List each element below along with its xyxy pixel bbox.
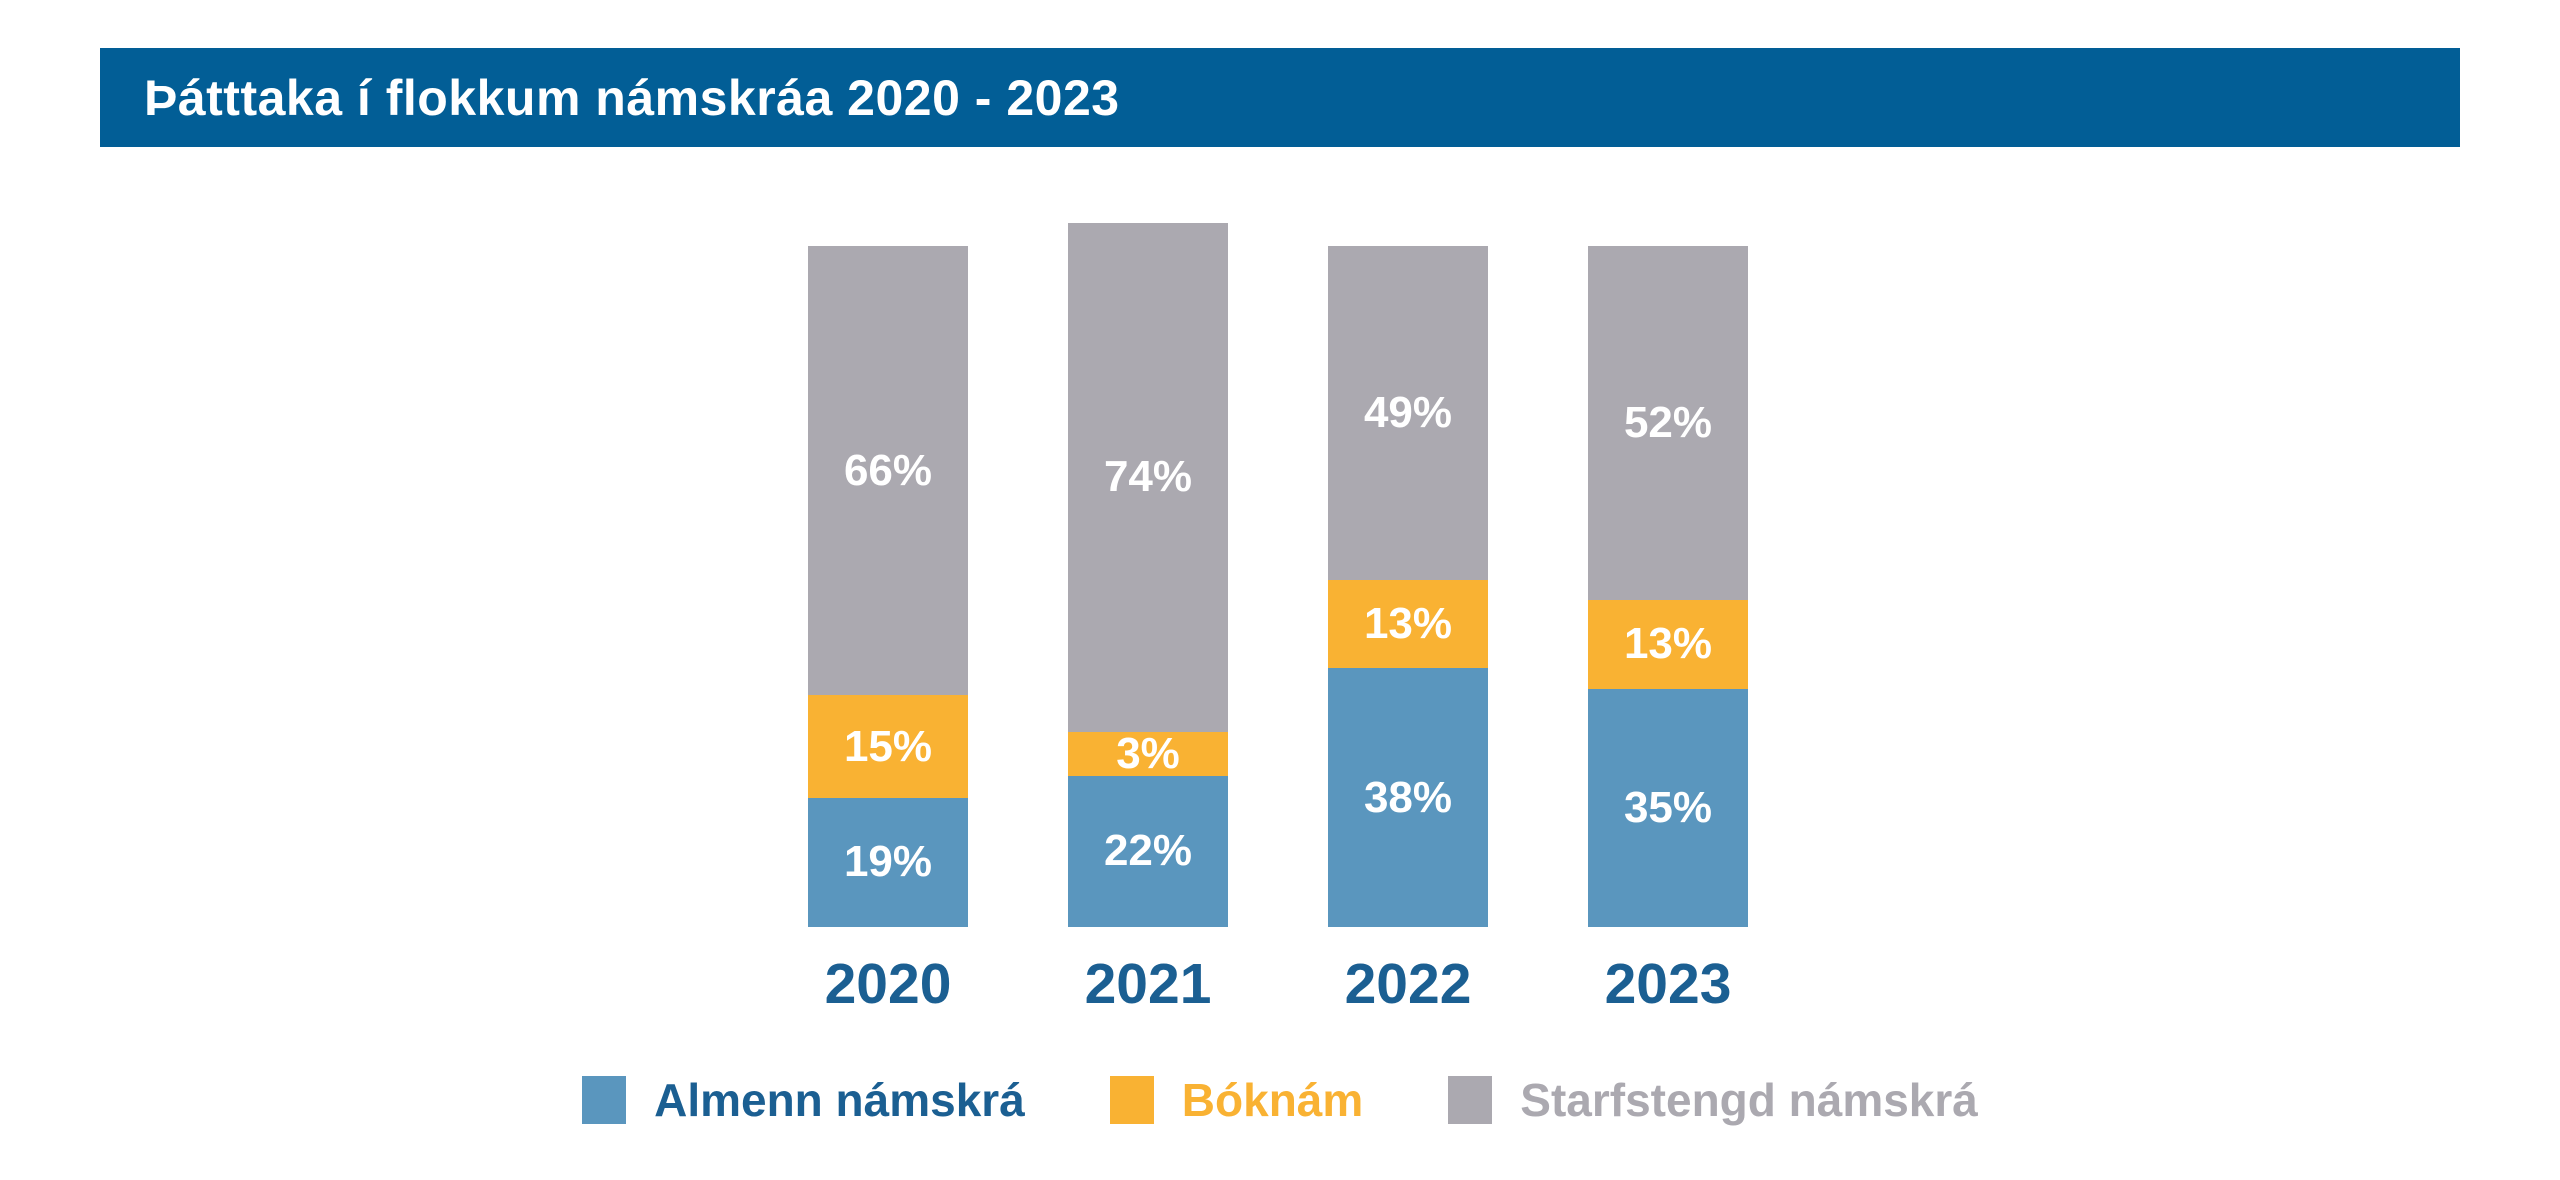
bar-segment-almenn-n-mskr-: 38% <box>1328 668 1488 927</box>
segment-value-label: 15% <box>843 721 933 771</box>
segment-value-label: 66% <box>843 445 933 495</box>
stacked-bar-2020: 19% 15% 66% <box>808 246 968 927</box>
stacked-bar-2022: 38% 13% 49% <box>1328 246 1488 927</box>
bar-segment-almenn-n-mskr-: 22% <box>1068 775 1228 927</box>
segment-value-label: 19% <box>843 837 933 887</box>
segment-value-label: 13% <box>1623 619 1713 669</box>
stacked-bar-2021: 22% 3% 74% <box>1068 222 1228 927</box>
segment-value-label: 3% <box>1116 728 1180 778</box>
category-label-2022: 2022 <box>1344 952 1472 1016</box>
legend-swatch-icon <box>582 1076 627 1124</box>
bar-segment-starfstengd-n-mskr-: 52% <box>1588 246 1748 601</box>
legend-label: Bóknám <box>1181 1074 1364 1126</box>
bar-segment-starfstengd-n-mskr-: 74% <box>1068 222 1228 732</box>
bar-segment-starfstengd-n-mskr-: 66% <box>808 246 968 696</box>
legend-item-b-kn-m: Bóknám <box>1109 1074 1364 1126</box>
category-label-2021: 2021 <box>1084 952 1212 1016</box>
segment-value-label: 13% <box>1363 598 1453 648</box>
segment-value-label: 35% <box>1623 782 1713 832</box>
legend-label: Almenn námskrá <box>654 1074 1025 1126</box>
bar-segment-almenn-n-mskr-: 35% <box>1588 688 1748 927</box>
segment-value-label: 52% <box>1623 398 1713 448</box>
plot-area: 19% 15% 66% 22% 3% 74% 38% 13% 49% 35% 13% 52% <box>808 222 1748 927</box>
bar-segment-b-kn-m: 3% <box>1068 728 1228 778</box>
legend-swatch-icon <box>1109 1076 1154 1124</box>
bar-segment-b-kn-m: 13% <box>1588 600 1748 689</box>
category-label-2023: 2023 <box>1604 952 1732 1016</box>
stacked-bar-2023: 35% 13% 52% <box>1588 246 1748 927</box>
legend: Almenn námskrá Bóknám Starfstengd námskrá <box>0 1076 2560 1124</box>
category-axis: 2020 2021 2022 2023 <box>808 956 1748 1013</box>
bar-segment-starfstengd-n-mskr-: 49% <box>1328 246 1488 580</box>
segment-value-label: 49% <box>1363 387 1453 437</box>
segment-value-label: 22% <box>1103 826 1193 876</box>
legend-item-starfstengd-n-mskr-: Starfstengd námskrá <box>1448 1076 1978 1124</box>
category-label-2020: 2020 <box>824 952 952 1016</box>
legend-item-almenn-n-mskr-: Almenn námskrá <box>582 1076 1025 1124</box>
bar-segment-b-kn-m: 15% <box>808 695 968 798</box>
legend-swatch-icon <box>1448 1076 1493 1124</box>
segment-value-label: 38% <box>1363 772 1453 822</box>
bar-segment-almenn-n-mskr-: 19% <box>808 797 968 927</box>
chart-title: Þátttaka í flokkum námskráa 2020 - 2023 <box>144 69 1120 126</box>
legend-label: Starfstengd námskrá <box>1520 1074 1978 1126</box>
segment-value-label: 74% <box>1103 452 1193 502</box>
bar-segment-b-kn-m: 13% <box>1328 579 1488 669</box>
title-bar: Þátttaka í flokkum námskráa 2020 - 2023 <box>100 48 2460 147</box>
